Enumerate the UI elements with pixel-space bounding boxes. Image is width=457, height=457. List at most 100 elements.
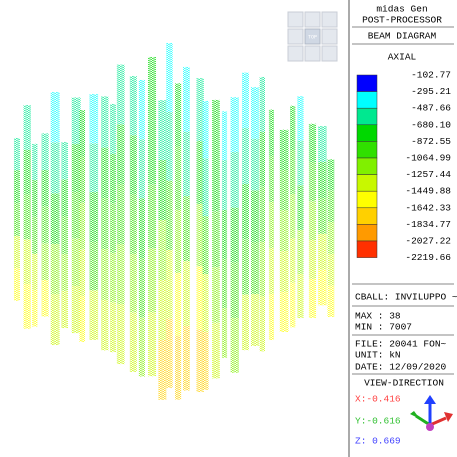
legend-swatch (357, 208, 377, 225)
beam-segment (231, 263, 239, 318)
view-cube-label: TOP (308, 34, 317, 40)
beam-segment (242, 73, 249, 129)
beam-segment (318, 234, 327, 270)
beam-segment (297, 274, 303, 318)
beam-segment (231, 207, 239, 262)
beam-segment (166, 112, 172, 181)
beam-segment (130, 194, 137, 253)
beam-segment (32, 253, 37, 290)
cball: CBALL: INVILUPPO ~ (355, 292, 457, 303)
beam-segment (175, 210, 181, 273)
beam-segment (117, 244, 125, 304)
max: MAX : 38 (355, 311, 401, 322)
beam-segment (72, 144, 81, 191)
beam-segment (72, 192, 81, 239)
beam-segment (89, 143, 98, 192)
beam-segment (183, 196, 190, 261)
screen: TOP midas Gen POST-PROCESSOR BEAM DIAGRA… (0, 0, 457, 457)
beam-segment (41, 170, 48, 207)
beam-segment (280, 170, 289, 210)
beam-segment (117, 304, 125, 364)
beam-segment (251, 139, 259, 191)
beam-segment (260, 77, 265, 132)
beam-segment (309, 201, 316, 240)
beam-segment (72, 239, 81, 286)
legend-value: -1064.99 (405, 153, 451, 164)
beam-segment (290, 239, 295, 283)
beam-segment (327, 159, 334, 191)
beam-segment (251, 242, 259, 294)
legend-swatch (357, 224, 377, 241)
beam-segment (327, 191, 334, 223)
beam-segment (260, 132, 265, 187)
beam-segment (166, 43, 172, 112)
beam-segment (222, 308, 227, 357)
beam-segment (61, 217, 68, 254)
beam-segment (139, 317, 145, 376)
legend-value: -1642.33 (405, 202, 451, 213)
model-view (14, 43, 334, 400)
beam-segment (212, 156, 220, 212)
beam-segment (130, 135, 137, 194)
beam-segment (318, 269, 327, 305)
beam-segment (260, 187, 265, 242)
beam-segment (269, 156, 274, 202)
beam-segment (183, 132, 190, 197)
beam-segment (297, 185, 303, 229)
legend-swatch (357, 108, 377, 125)
legend-value: -1257.44 (405, 169, 451, 180)
beam-segment (130, 76, 137, 135)
view-direction: VIEW-DIRECTION (364, 378, 444, 389)
legend-value: -2027.22 (405, 236, 451, 247)
legend-value: -2219.66 (405, 252, 451, 263)
beam-segment (231, 152, 239, 207)
beam-segment (89, 192, 98, 241)
view-z: Z: 0.669 (355, 436, 401, 447)
program-name: midas Gen (376, 4, 427, 15)
unit: UNIT: kN (355, 350, 401, 361)
beam-segment (203, 274, 209, 332)
beam-segment (61, 254, 68, 291)
beam-segment (24, 239, 31, 284)
beam-segment (158, 100, 166, 160)
legend-swatch (357, 141, 377, 158)
beam-segment (110, 253, 116, 303)
beam-segment (309, 124, 316, 163)
beam-segment (290, 150, 295, 194)
beam-segment (280, 211, 289, 251)
beam-segment (148, 185, 156, 249)
beam-segment (203, 332, 209, 390)
beam-segment (212, 267, 220, 323)
beam-segment (290, 283, 295, 327)
beam-segment (297, 230, 303, 274)
legend-swatch (357, 175, 377, 192)
beam-segment (290, 106, 295, 150)
beam-segment (260, 242, 265, 297)
beam-segment (24, 195, 31, 240)
beam-segment (166, 319, 172, 388)
beam-segment (212, 211, 220, 267)
beam-segment (203, 216, 209, 274)
beam-segment (51, 244, 60, 295)
module-name: POST-PROCESSOR (362, 15, 442, 26)
beam-segment (269, 109, 274, 155)
legend-swatch (357, 241, 377, 258)
beam-segment (101, 249, 108, 300)
beam-segment (222, 111, 227, 160)
beam-segment (101, 97, 108, 148)
beam-segment (14, 170, 20, 203)
axis-triad (410, 395, 453, 431)
view-cube[interactable]: TOP (288, 12, 337, 61)
beam-segment (318, 198, 327, 234)
beam-segment (32, 180, 37, 217)
beam-segment (24, 284, 31, 329)
legend-value: -872.55 (411, 136, 451, 147)
beam-segment (318, 162, 327, 198)
beam-segment (79, 156, 85, 202)
beam-segment (101, 147, 108, 198)
beam-segment (61, 291, 68, 328)
beam-segment (251, 294, 259, 346)
beam-segment (166, 250, 172, 319)
beam-segment (101, 198, 108, 249)
view-x: X:-0.416 (355, 394, 401, 405)
